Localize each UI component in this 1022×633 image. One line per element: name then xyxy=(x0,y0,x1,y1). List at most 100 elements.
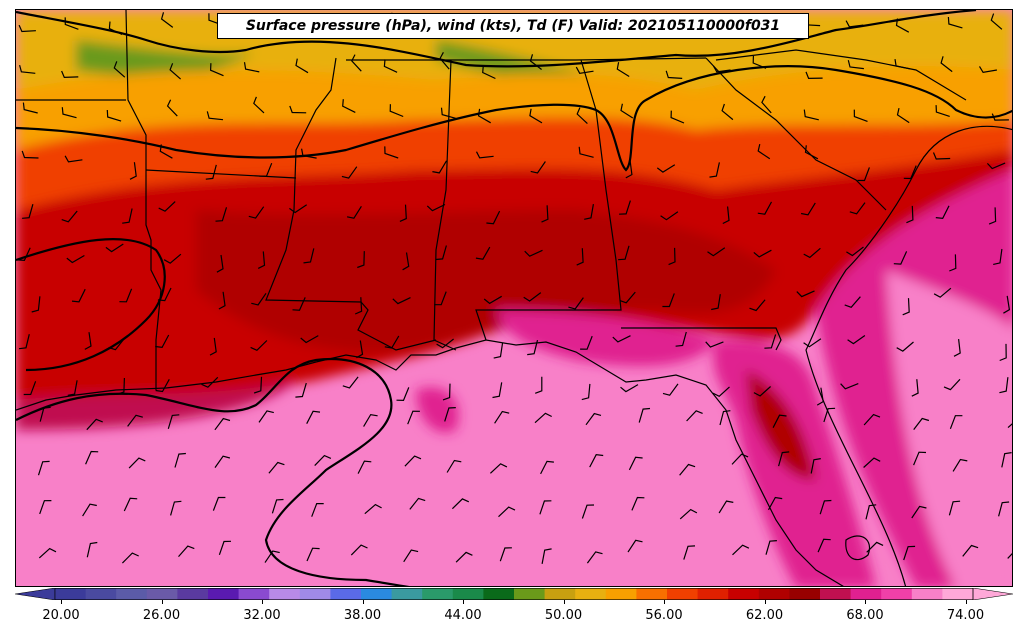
wind-barb xyxy=(805,71,823,80)
wind-barb xyxy=(22,204,34,219)
dewpoint-fill xyxy=(16,10,1012,586)
colorbar-segment xyxy=(452,588,484,600)
wind-barb xyxy=(913,417,930,430)
wind-barb xyxy=(121,552,139,564)
colorbar-tick-label: 44.00 xyxy=(444,608,482,623)
colorbar-segment xyxy=(758,588,790,600)
wind-barb xyxy=(625,160,633,179)
wind-barb xyxy=(350,544,368,556)
wind-barb xyxy=(108,21,123,36)
wind-barb xyxy=(895,18,910,33)
wind-barb xyxy=(823,407,836,423)
wind-barb xyxy=(39,500,52,515)
wind-barb xyxy=(440,107,456,119)
wind-barb xyxy=(482,65,496,80)
wind-barb xyxy=(216,254,224,273)
wind-barb xyxy=(686,410,703,422)
colorbar-segment xyxy=(544,588,576,600)
wind-barb xyxy=(949,254,957,272)
wind-barb xyxy=(586,551,603,564)
wind-barb xyxy=(383,59,398,73)
colorbar-segment xyxy=(820,588,852,600)
colorbar-segment xyxy=(55,588,87,600)
wind-barb xyxy=(289,204,308,214)
colorbar-segment xyxy=(514,588,546,600)
wind-barb xyxy=(866,541,884,553)
wind-barb xyxy=(105,243,124,253)
wind-barb xyxy=(988,207,997,225)
wind-barb xyxy=(902,298,910,316)
wind-barb xyxy=(209,63,224,77)
wind-barb xyxy=(271,498,284,514)
colorbar-segment xyxy=(391,588,423,600)
colorbar-segment xyxy=(116,588,148,600)
colorbar-segment xyxy=(605,588,637,600)
wind-barb xyxy=(638,407,651,423)
wind-barb xyxy=(167,414,180,429)
wind-barb xyxy=(999,377,1009,394)
colorbar-tick-mark xyxy=(563,600,565,604)
colorbar-extend-high xyxy=(972,588,1013,600)
wind-barb xyxy=(772,414,787,428)
wind-barb xyxy=(1007,553,1012,559)
wind-barb xyxy=(962,544,979,557)
colorbar-tick-label: 26.00 xyxy=(142,608,181,623)
colorbar-segment xyxy=(146,588,178,600)
wind-barb xyxy=(206,111,224,121)
wind-barb xyxy=(948,500,961,516)
wind-barb xyxy=(127,414,143,427)
wind-barb xyxy=(37,460,50,476)
wind-barb xyxy=(409,497,426,510)
wind-barb xyxy=(475,246,491,260)
wind-barb xyxy=(527,339,539,356)
wind-barb xyxy=(489,463,508,474)
wind-barb xyxy=(943,378,961,391)
wind-barb xyxy=(911,505,927,519)
wind-barb xyxy=(498,506,516,518)
wind-barb xyxy=(303,248,315,264)
wind-barb xyxy=(523,292,542,302)
wind-barb xyxy=(718,500,734,514)
wind-barb xyxy=(214,455,231,468)
colorbar-segment xyxy=(269,588,301,600)
wind-barb xyxy=(86,418,103,431)
wind-barb xyxy=(719,410,731,426)
wind-barb xyxy=(82,503,97,517)
wind-barb xyxy=(849,202,866,215)
wind-barb xyxy=(243,62,260,73)
wind-barb xyxy=(568,297,584,310)
wind-barb xyxy=(865,504,877,520)
wind-barb xyxy=(155,379,170,393)
wind-barb xyxy=(1007,423,1012,429)
wind-barb xyxy=(128,457,146,469)
wind-barb xyxy=(863,413,881,426)
wind-barb xyxy=(84,332,92,350)
wind-barb xyxy=(108,338,125,351)
wind-barb xyxy=(119,288,133,303)
wind-barb xyxy=(61,70,79,79)
isobar-1 xyxy=(16,10,977,68)
wind-barb xyxy=(209,337,217,356)
border-tennessee-south xyxy=(346,57,707,61)
colorbar-outline xyxy=(54,588,974,600)
wind-barb xyxy=(903,165,917,180)
wind-barb xyxy=(66,254,85,264)
wind-barb xyxy=(753,386,772,397)
wind-barb xyxy=(753,249,772,258)
wind-barb xyxy=(731,453,749,465)
wind-barb xyxy=(205,164,217,180)
colorbar-segment xyxy=(942,588,974,600)
wind-barb xyxy=(257,251,266,269)
wind-barb xyxy=(436,338,454,349)
wind-barb xyxy=(402,252,410,271)
wind-barb xyxy=(670,110,685,124)
wind-barb xyxy=(201,376,219,388)
wind-barb xyxy=(585,412,602,426)
wind-barb xyxy=(524,249,543,257)
wind-barb xyxy=(534,412,552,424)
wind-barb xyxy=(576,248,584,266)
wind-barb xyxy=(71,288,86,303)
colorbar-segment xyxy=(728,588,760,600)
wind-barb xyxy=(618,245,630,261)
wind-barb xyxy=(311,503,324,517)
